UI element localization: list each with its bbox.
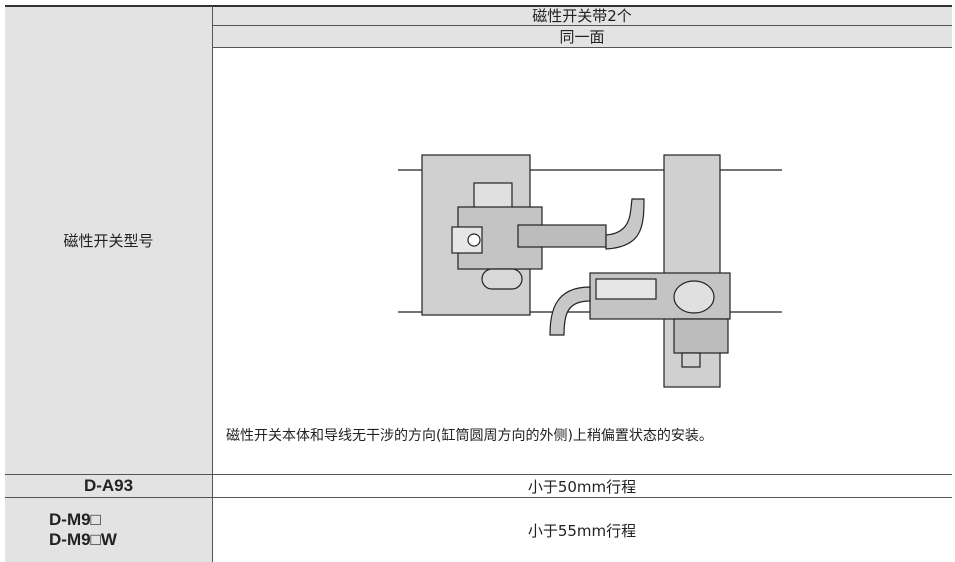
stroke-cell: 小于55mm行程: [212, 498, 952, 562]
header: 磁性开关带2个: [532, 7, 632, 25]
rule: [212, 25, 952, 26]
model-cell: D-A93: [5, 475, 212, 497]
rule: [5, 474, 952, 475]
note: 磁性开关本体和导线无干涉的方向(缸筒圆周方向的外侧)上稍偏置状态的安装。: [226, 428, 713, 444]
column-rule: [212, 6, 213, 562]
stroke: 小于50mm行程: [527, 477, 637, 496]
model-cell: D-M9□ D-M9□W: [5, 498, 212, 562]
row-header-cell: 磁性开关型号: [5, 6, 212, 474]
model: D-M9□W: [49, 530, 117, 549]
header-cell: 磁性开关带2个: [212, 6, 952, 25]
row-header: 磁性开关型号: [63, 231, 154, 250]
rule: [212, 47, 952, 48]
header: 同一面: [559, 28, 605, 46]
note-cell: 磁性开关本体和导线无干涉的方向(缸筒圆周方向的外侧)上稍偏置状态的安装。: [226, 420, 713, 450]
stroke: 小于55mm行程: [527, 521, 637, 540]
header-cell: 同一面: [212, 26, 952, 47]
model: D-M9□: [49, 510, 101, 529]
rule: [5, 497, 952, 498]
stroke-cell: 小于50mm行程: [212, 475, 952, 497]
model: D-A93: [83, 476, 134, 495]
top-border: [5, 5, 952, 7]
mounting-diagram: [398, 154, 782, 388]
